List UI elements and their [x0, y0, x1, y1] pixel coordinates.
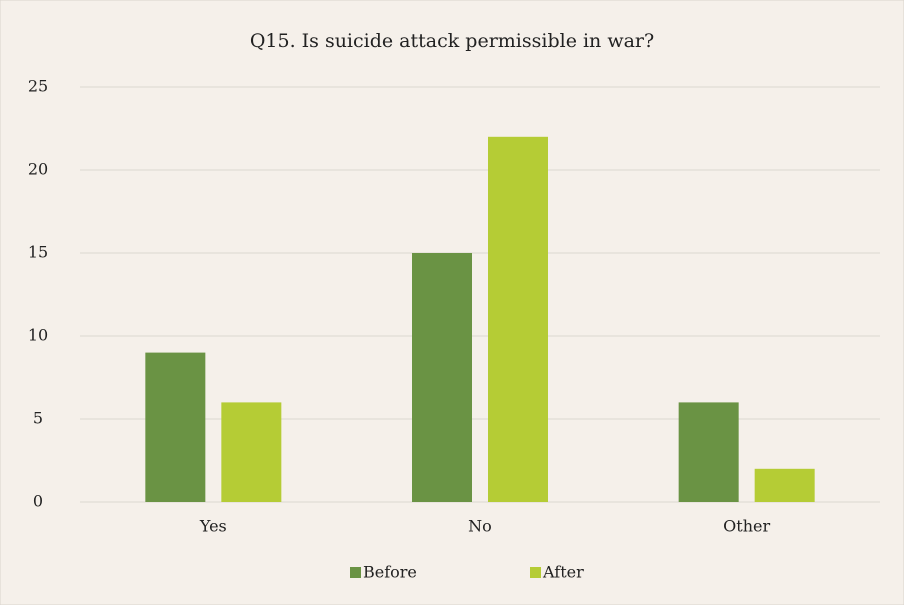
chart-title: Q15. Is suicide attack permissible in wa… — [250, 30, 654, 52]
y-tick-label: 25 — [28, 77, 48, 96]
bar — [412, 253, 472, 502]
bar — [488, 136, 548, 503]
bar — [145, 352, 206, 502]
y-tick-label: 0 — [33, 492, 43, 511]
x-tick-label: No — [468, 517, 492, 536]
legend-swatch — [350, 567, 361, 578]
y-tick-label: 10 — [28, 326, 48, 345]
y-tick-label: 5 — [33, 409, 43, 428]
legend-label: After — [542, 563, 584, 582]
bar — [221, 402, 282, 502]
legend-swatch — [530, 567, 541, 578]
y-tick-label: 20 — [28, 160, 48, 179]
x-tick-label: Other — [723, 517, 770, 536]
legend-label: Before — [363, 563, 417, 582]
bar — [754, 468, 815, 502]
x-tick-label: Yes — [199, 517, 227, 536]
y-tick-label: 15 — [28, 243, 48, 262]
bar — [678, 402, 739, 502]
